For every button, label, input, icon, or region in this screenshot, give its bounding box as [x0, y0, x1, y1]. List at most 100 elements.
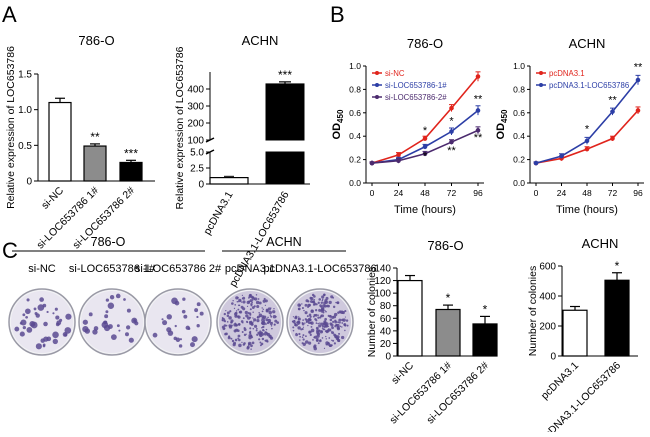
colony [298, 308, 301, 311]
colony [317, 314, 320, 316]
colony [196, 324, 200, 328]
colony [318, 324, 322, 328]
colony [64, 327, 72, 334]
colony [43, 321, 48, 327]
colony [104, 314, 109, 319]
colony [237, 329, 240, 333]
legend-label: si-LOC653786-2# [385, 93, 447, 102]
chart-C2: ACHN Number of colonies 0 200 400 600 pcDNA3.1… [527, 236, 638, 437]
data-point [584, 146, 590, 152]
colony [300, 328, 303, 331]
colony [318, 308, 322, 312]
colony [338, 318, 342, 322]
colony [258, 338, 261, 341]
colony [328, 300, 332, 305]
colony [344, 324, 347, 327]
colony [251, 299, 254, 301]
significance-label: ** [634, 62, 643, 74]
colony [252, 317, 254, 319]
y-tick-label: 400 [187, 85, 204, 96]
colony [297, 303, 301, 307]
colony [248, 331, 252, 334]
colony [250, 348, 252, 350]
colony [42, 344, 46, 348]
colony [261, 317, 265, 321]
colony [39, 297, 44, 302]
y-tick-label: 40 [380, 326, 392, 337]
colony [269, 321, 273, 326]
y-tick-label: 0.5 [18, 141, 32, 152]
y-axis-label: Number of colonies [527, 266, 539, 356]
colony [238, 338, 241, 342]
colony [308, 313, 312, 317]
colony [19, 331, 25, 337]
colony [249, 327, 252, 330]
colony [334, 325, 337, 328]
colony [315, 303, 318, 306]
chart-B1: 786-O 0.0 0.2 0.4 0.6 0.8 1.0 0 24 48 72 96 Time (ho… [331, 36, 484, 216]
colony [26, 327, 33, 333]
colony [336, 327, 341, 331]
colony [338, 332, 341, 335]
y-tick-label: 1.5 [18, 70, 32, 81]
y-tick-label: 400 [539, 292, 556, 303]
colony [54, 307, 58, 311]
colony [269, 314, 272, 316]
y-tick-label: 0 [26, 177, 32, 188]
colony [256, 319, 260, 323]
colony [20, 319, 27, 326]
colony [251, 301, 253, 304]
colony [270, 315, 273, 318]
colony [319, 322, 321, 324]
colony [244, 310, 248, 315]
colony [274, 319, 278, 323]
colony [237, 308, 240, 311]
legend-label: si-LOC653786-1# [385, 81, 447, 90]
colony [65, 313, 72, 320]
colony [84, 328, 91, 334]
y-tick-label: 80 [380, 301, 392, 312]
colony [259, 341, 262, 344]
colony [305, 321, 308, 324]
colony [328, 337, 331, 339]
chart-B2: ACHN 0.0 0.2 0.4 0.6 0.8 1.0 0 24 48 72 96 Time (hou… [495, 36, 644, 216]
colony [326, 304, 329, 308]
colony [331, 331, 335, 335]
colony [105, 310, 109, 314]
data-point [422, 136, 428, 141]
colony [236, 324, 238, 327]
colony [257, 298, 260, 300]
significance-label: *** [278, 68, 292, 82]
colony [305, 335, 307, 338]
colony [264, 304, 266, 306]
colony [310, 321, 314, 325]
colony [304, 311, 308, 315]
colony [302, 334, 305, 337]
colony [246, 300, 251, 305]
colony [276, 321, 280, 324]
colony [123, 298, 126, 301]
legend-marker [375, 83, 379, 87]
colony [243, 327, 246, 330]
colony [196, 315, 199, 319]
colony [310, 309, 314, 312]
colony-plate [216, 288, 284, 356]
colony [306, 315, 309, 318]
colony [344, 316, 347, 318]
colony [190, 342, 195, 348]
colony [181, 309, 186, 314]
colony [330, 323, 334, 327]
colony [258, 311, 260, 314]
colony [334, 319, 337, 323]
colony [270, 307, 272, 309]
colony [262, 321, 266, 326]
colony [152, 332, 158, 338]
colony [309, 333, 312, 337]
colony [237, 304, 240, 307]
colony [309, 296, 313, 300]
bar [48, 101, 72, 182]
significance-label: ** [474, 132, 483, 144]
colony [322, 298, 324, 301]
colony [125, 325, 131, 330]
data-point [449, 105, 454, 111]
